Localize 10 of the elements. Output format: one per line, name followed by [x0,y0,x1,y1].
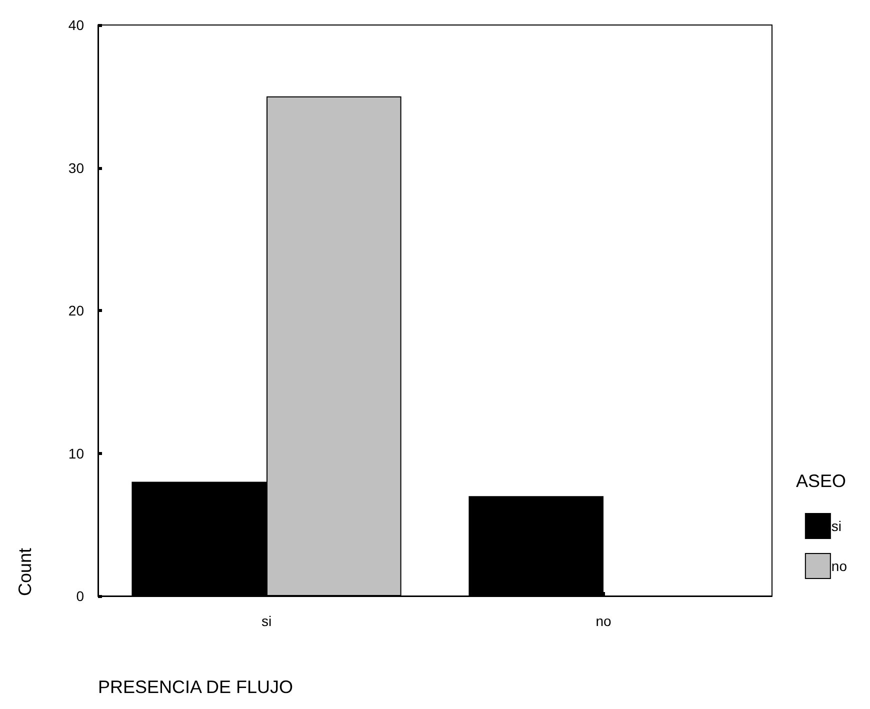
y-axis-title: Count [15,548,35,596]
y-tick-label: 10 [68,445,84,462]
y-tick-label: 20 [68,302,84,318]
y-tick-label: 40 [68,17,84,33]
y-tick-label: 0 [76,588,84,604]
legend-label: no [831,558,848,574]
legend-title: ASEO [796,471,846,491]
y-tick-label: 30 [68,160,84,176]
legend-label: si [831,518,842,534]
x-axis-title: PRESENCIA DE FLUJO [98,677,294,697]
